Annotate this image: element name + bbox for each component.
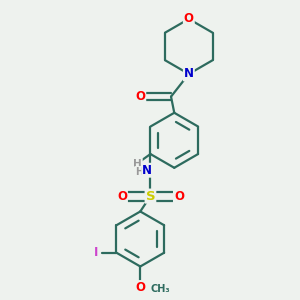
Text: I: I <box>94 246 98 259</box>
Text: N: N <box>184 68 194 80</box>
Text: H: H <box>135 167 143 177</box>
Text: O: O <box>117 190 127 202</box>
Text: CH₃: CH₃ <box>151 284 170 294</box>
Text: O: O <box>174 190 184 202</box>
Text: O: O <box>135 281 145 294</box>
Text: O: O <box>184 13 194 26</box>
Text: N: N <box>142 164 152 177</box>
Text: S: S <box>146 190 155 202</box>
Text: O: O <box>135 90 145 103</box>
Text: H: H <box>133 159 142 169</box>
